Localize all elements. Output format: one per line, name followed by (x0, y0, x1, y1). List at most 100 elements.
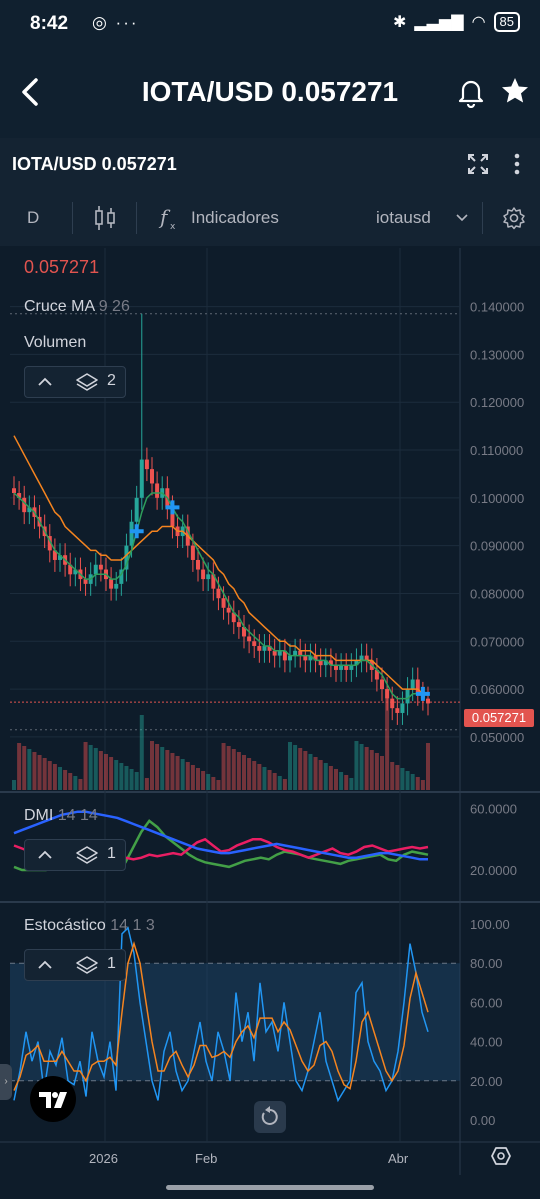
volume-bar (98, 751, 103, 790)
more-options-button[interactable] (510, 152, 524, 181)
ma-cross-marker (165, 500, 180, 515)
candle-body (293, 650, 298, 656)
hexagon-settings-icon (491, 1147, 511, 1165)
side-panel-handle[interactable]: › (0, 1064, 12, 1100)
volume-bar (180, 759, 185, 790)
indicators-label[interactable]: Indicadores (191, 208, 279, 227)
volume-bar (334, 769, 338, 790)
volume-bar (282, 779, 287, 790)
volume-bar (380, 756, 384, 790)
candle-body (206, 574, 211, 580)
ma-cross-marker (129, 524, 144, 539)
layers-icon (76, 846, 98, 864)
ma-slow-line (13, 435, 428, 695)
volume-bar (109, 757, 114, 790)
candle-body (415, 679, 420, 694)
main-pane-legend-toggle[interactable]: 2 (24, 366, 126, 398)
interval-button[interactable]: D (27, 208, 40, 227)
alert-button[interactable] (455, 76, 487, 113)
axis-settings-button[interactable] (490, 1145, 512, 1172)
candle-body (124, 545, 129, 570)
status-time: 8:42 (30, 13, 69, 34)
candle-body (129, 521, 134, 546)
volume-bar (405, 771, 410, 790)
candle-body (93, 564, 98, 575)
volume-bar (58, 767, 62, 790)
volume-bar (369, 750, 374, 790)
tradingview-logo[interactable] (30, 1076, 76, 1122)
volume-bar (344, 775, 349, 790)
back-button[interactable] (14, 74, 50, 110)
ma-legend[interactable]: Cruce MA 9 26 (24, 298, 130, 316)
chart-settings-button[interactable] (502, 206, 526, 235)
candle-body (17, 493, 22, 498)
candle-body (109, 579, 114, 589)
volume-bar (426, 743, 430, 790)
dmi-legend[interactable]: DMI 14 14 (24, 807, 98, 825)
ma-cross-marker (415, 686, 430, 701)
candle-body (47, 536, 52, 551)
volume-bar (323, 763, 328, 790)
dmi-legend-name: DMI (24, 807, 54, 824)
price-axis-label: 0.070000 (470, 634, 524, 649)
price-legend: 0.057271 (24, 257, 100, 277)
stoch-legend[interactable]: Estocástico 14 1 3 (24, 917, 155, 935)
symbol-select[interactable]: iotausd (376, 208, 431, 227)
candle-body (134, 497, 139, 522)
chart-canvas[interactable]: 0.140000 0.130000 0.120000 0.110000 0.100000… (0, 248, 540, 1175)
chevron-down-icon (456, 214, 468, 222)
expand-icon (468, 154, 488, 174)
volume-bar (216, 780, 221, 790)
candle-body (190, 545, 195, 560)
stoch-axis-label: 80.00 (470, 956, 503, 971)
volume-bar (242, 755, 246, 790)
volume-bar (17, 743, 22, 790)
stoch-d-line (13, 941, 429, 1091)
volume-bar (272, 773, 277, 790)
chevron-up-icon (38, 850, 52, 859)
fullscreen-button[interactable] (466, 152, 490, 181)
price-axis-label: 0.120000 (470, 395, 524, 410)
volume-bar (415, 777, 420, 790)
chevron-up-icon (38, 377, 52, 386)
time-axis-label: Abr (388, 1151, 409, 1166)
volume-bar (190, 765, 195, 790)
dmi-axis-label: 20.0000 (470, 863, 517, 878)
stoch-axis-label: 0.00 (470, 1113, 495, 1128)
time-axis-label: Feb (195, 1151, 217, 1166)
reset-chart-button[interactable] (254, 1101, 286, 1133)
notification-icons: ◎ ··· (92, 13, 139, 32)
dmi-legend-toggle[interactable]: 1 (24, 839, 126, 871)
volume-bar (78, 779, 83, 790)
volume-bar (364, 747, 369, 790)
stoch-legend-toggle[interactable]: 1 (24, 949, 126, 981)
candle-body (262, 646, 267, 651)
candle-body (52, 550, 57, 560)
volume-bar (37, 755, 42, 790)
volume-bar (374, 753, 379, 790)
candle-body (236, 622, 241, 627)
price-axis-label: 0.060000 (470, 682, 524, 697)
price-axis-label: 0.100000 (470, 491, 524, 506)
candle-body (272, 650, 277, 656)
svg-text:x: x (170, 222, 176, 232)
price-axis-label: 0.110000 (470, 443, 523, 458)
candle-body (73, 569, 78, 575)
candle-body (390, 698, 395, 709)
layers-icon (76, 373, 98, 391)
stoch-band-fill (10, 963, 460, 1081)
volume-bar (349, 778, 354, 790)
candle-body (155, 483, 160, 498)
volume-bar (318, 760, 323, 790)
volume-legend[interactable]: Volumen (24, 334, 87, 351)
chart-type-button[interactable] (94, 204, 116, 237)
volume-bar (12, 780, 16, 790)
candle-body (405, 689, 410, 704)
stoch-axis-label: 40.00 (470, 1035, 503, 1050)
candle-body (318, 660, 323, 666)
chart-area[interactable]: 0.140000 0.130000 0.120000 0.110000 0.100000… (0, 248, 540, 1175)
price-axis-label: 0.130000 (470, 347, 524, 362)
favorite-button[interactable] (500, 76, 530, 111)
